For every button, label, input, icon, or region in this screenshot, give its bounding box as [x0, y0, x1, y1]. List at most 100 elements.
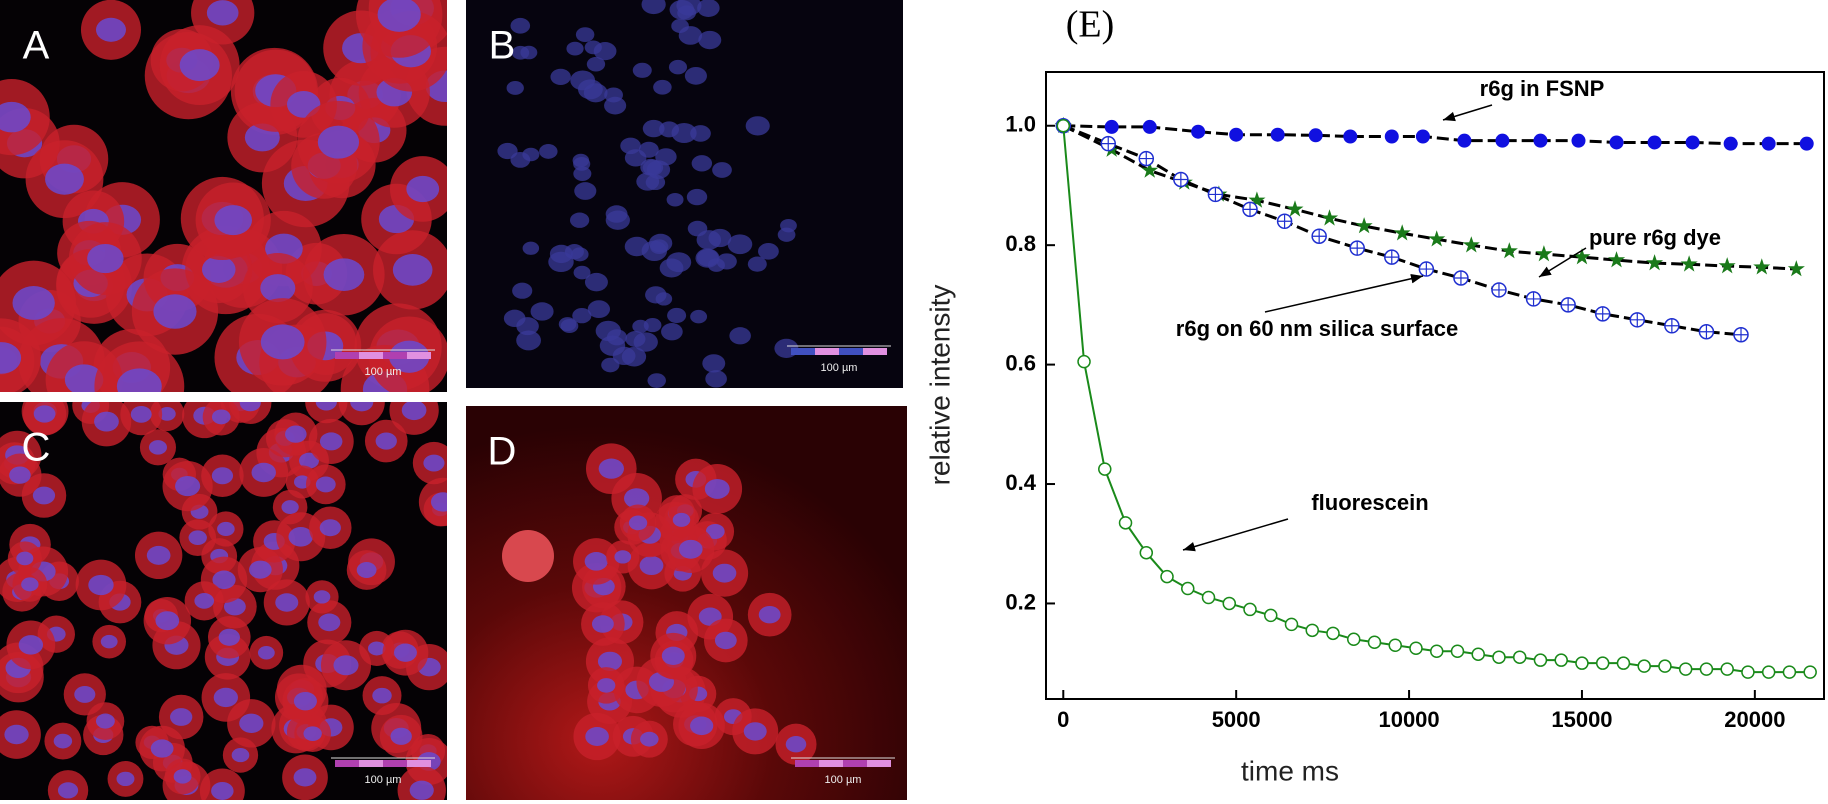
- nucleus: [690, 716, 714, 736]
- marker: [1699, 662, 1714, 676]
- scale-bar-label: 100 µm: [365, 774, 402, 786]
- marker: [1388, 638, 1402, 653]
- nucleus: [729, 327, 751, 345]
- marker: [1495, 133, 1510, 148]
- marker: [1118, 516, 1133, 530]
- marker: [1393, 224, 1411, 241]
- series-annotation: r6g on 60 nm silica surface: [1176, 316, 1458, 341]
- nucleus: [318, 613, 341, 632]
- nucleus: [671, 18, 689, 34]
- nucleus: [747, 256, 767, 272]
- nucleus: [601, 357, 620, 373]
- y-axis-label: relative intensity: [924, 285, 955, 486]
- nucleus: [698, 30, 722, 50]
- nucleus: [372, 687, 392, 704]
- scale-bar-segment: [839, 348, 863, 355]
- nucleus: [632, 319, 649, 333]
- nucleus: [4, 724, 29, 745]
- nucleus: [785, 736, 807, 753]
- plot-frame: [1045, 71, 1825, 700]
- nucleus: [239, 713, 264, 734]
- nucleus: [239, 402, 261, 412]
- x-tick-label: 5000: [1212, 707, 1261, 732]
- nucleus: [21, 577, 39, 592]
- micrographs: A 100 µm B 100 µm C 100 µm D 100 µm: [0, 0, 907, 800]
- nucleus: [218, 628, 240, 646]
- nucleus: [213, 687, 238, 708]
- nucleus: [116, 368, 162, 392]
- nucleus: [666, 192, 684, 207]
- cell-body: [94, 341, 185, 392]
- nucleus: [430, 492, 447, 512]
- y-tick-label: 1.0: [1005, 112, 1036, 137]
- marker: [1243, 602, 1257, 617]
- nucleus: [116, 771, 135, 787]
- marker: [1799, 136, 1814, 151]
- marker: [1142, 119, 1157, 134]
- scale-bar-segment: [863, 348, 887, 355]
- nucleus: [88, 574, 114, 596]
- scale-bar-label: 100 µm: [821, 362, 858, 374]
- marker: [1571, 133, 1586, 148]
- series-annotation: fluorescein: [1311, 490, 1428, 515]
- nucleus: [676, 0, 702, 16]
- nucleus: [317, 125, 360, 159]
- nucleus: [288, 526, 314, 547]
- marker-cross: [1453, 271, 1468, 286]
- nucleus: [647, 373, 666, 388]
- marker-cross: [1491, 282, 1506, 297]
- marker-cross: [1384, 250, 1399, 265]
- nucleus: [758, 243, 779, 260]
- nucleus: [745, 116, 770, 136]
- scale-bar-segment: [795, 760, 819, 767]
- marker: [1286, 200, 1304, 217]
- nucleus: [12, 286, 55, 320]
- marker: [1573, 248, 1591, 265]
- annotation-arrow: [1442, 104, 1493, 122]
- nucleus: [584, 272, 608, 292]
- marker: [1560, 297, 1576, 313]
- marker: [1720, 662, 1734, 676]
- scale-bar-segment: [407, 352, 431, 359]
- nucleus: [624, 236, 650, 257]
- marker: [1491, 282, 1507, 298]
- marker: [1428, 230, 1446, 247]
- scale-bar-segment: [791, 348, 815, 355]
- marker: [1429, 644, 1444, 658]
- marker: [1384, 129, 1399, 144]
- nucleus: [211, 781, 234, 800]
- nucleus: [597, 651, 622, 671]
- cells: [497, 0, 799, 388]
- marker: [1761, 665, 1776, 679]
- scale-bar-label: 100 µm: [825, 774, 862, 786]
- cell-cluster: [502, 530, 554, 582]
- y-tick-label: 0.4: [1005, 470, 1036, 495]
- nucleus: [94, 411, 119, 432]
- nucleus: [743, 722, 767, 741]
- nucleus: [251, 462, 276, 483]
- nucleus: [614, 550, 632, 564]
- cell-body: [305, 402, 348, 424]
- marker: [1181, 581, 1195, 596]
- nucleus: [605, 210, 630, 230]
- marker: [1678, 662, 1693, 676]
- nucleus: [211, 409, 231, 425]
- nucleus: [33, 405, 56, 423]
- series-annotation: pure r6g dye: [1589, 225, 1721, 250]
- marker: [1457, 133, 1472, 148]
- marker: [1535, 245, 1553, 262]
- micrograph-panel: D 100 µm: [466, 406, 907, 800]
- nucleus: [593, 42, 617, 61]
- marker: [1415, 129, 1430, 144]
- nucleus: [584, 552, 608, 571]
- marker-cross: [1664, 318, 1679, 333]
- nucleus: [512, 282, 533, 299]
- nucleus: [293, 768, 317, 787]
- nucleus: [661, 646, 685, 666]
- marker: [1761, 136, 1776, 151]
- series: [1055, 117, 1749, 343]
- micrograph-panel: C 100 µm: [0, 402, 447, 800]
- nucleus: [569, 212, 590, 228]
- nucleus: [642, 159, 664, 176]
